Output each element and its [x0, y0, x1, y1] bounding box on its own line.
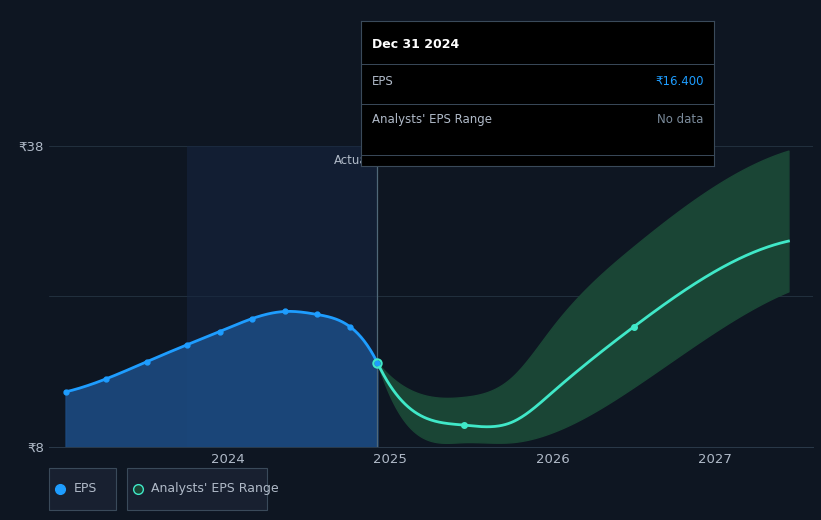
Text: Dec 31 2024: Dec 31 2024 — [372, 38, 459, 51]
Text: Analysts' EPS Range: Analysts' EPS Range — [372, 112, 492, 125]
Bar — [187, 146, 378, 447]
Text: ₹16.400: ₹16.400 — [655, 75, 704, 88]
Text: EPS: EPS — [73, 483, 97, 495]
Text: Actual: Actual — [334, 153, 371, 166]
Text: EPS: EPS — [372, 75, 393, 88]
Text: No data: No data — [658, 112, 704, 125]
Text: Analysts' EPS Range: Analysts' EPS Range — [151, 483, 278, 495]
Text: Analysts Forecasts: Analysts Forecasts — [384, 153, 493, 166]
